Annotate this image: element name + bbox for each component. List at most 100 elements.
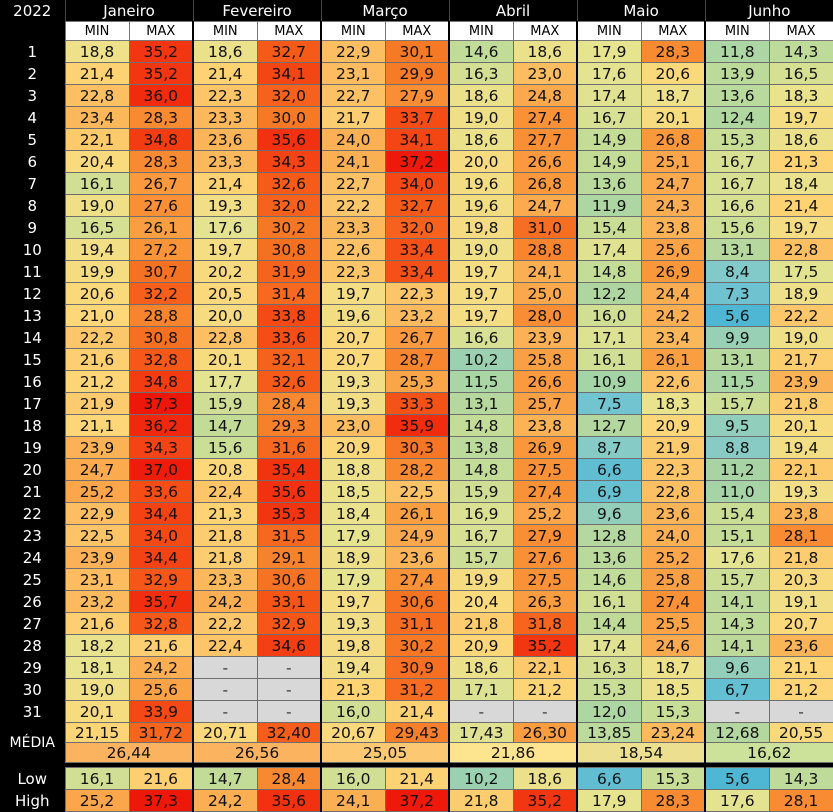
- max-temp-cell[interactable]: 26,8: [640, 128, 706, 151]
- max-temp-cell[interactable]: 23,9: [768, 370, 833, 393]
- min-temp-cell[interactable]: 17,7: [192, 370, 258, 393]
- max-temp-cell[interactable]: 34,4: [128, 546, 194, 569]
- min-temp-cell[interactable]: 14,8: [576, 260, 642, 283]
- min-temp-cell[interactable]: 18,9: [320, 546, 386, 569]
- min-temp-cell[interactable]: 23,3: [192, 568, 258, 591]
- min-temp-cell[interactable]: 19,8: [320, 634, 386, 657]
- min-temp-cell[interactable]: 16,0: [576, 304, 642, 327]
- max-temp-cell[interactable]: 27,4: [512, 106, 578, 129]
- max-temp-cell[interactable]: 18,9: [768, 282, 833, 305]
- min-temp-cell[interactable]: 24,7: [64, 458, 130, 481]
- min-temp-cell[interactable]: 21,6: [64, 612, 130, 635]
- max-temp-cell[interactable]: 26,6: [512, 370, 578, 393]
- max-temp-cell[interactable]: 32,6: [256, 172, 322, 195]
- max-temp-cell[interactable]: 26,3: [512, 590, 578, 613]
- min-temp-cell[interactable]: 24,0: [320, 128, 386, 151]
- max-temp-cell[interactable]: 24,1: [512, 260, 578, 283]
- min-temp-cell[interactable]: 14,1: [704, 634, 770, 657]
- min-temp-cell[interactable]: 11,2: [704, 458, 770, 481]
- min-temp-cell[interactable]: 22,4: [192, 634, 258, 657]
- max-temp-cell[interactable]: 34,8: [128, 370, 194, 393]
- min-temp-cell[interactable]: 15,3: [704, 128, 770, 151]
- max-temp-cell[interactable]: 34,1: [256, 62, 322, 85]
- max-temp-cell[interactable]: -: [512, 700, 578, 723]
- max-temp-cell[interactable]: 35,2: [128, 62, 194, 85]
- max-temp-cell[interactable]: 18,7: [640, 656, 706, 679]
- max-temp-cell[interactable]: 34,8: [128, 128, 194, 151]
- max-temp-cell[interactable]: 23,9: [512, 326, 578, 349]
- max-temp-cell[interactable]: 35,2: [128, 40, 194, 63]
- min-temp-cell[interactable]: 7,5: [576, 392, 642, 415]
- min-temp-cell[interactable]: 16,1: [576, 348, 642, 371]
- min-temp-cell[interactable]: 21,6: [64, 348, 130, 371]
- max-temp-cell[interactable]: 30,8: [128, 326, 194, 349]
- max-temp-cell[interactable]: 27,6: [128, 194, 194, 217]
- max-temp-cell[interactable]: 18,3: [768, 84, 833, 107]
- min-temp-cell[interactable]: 17,4: [576, 238, 642, 261]
- max-temp-cell[interactable]: 24,6: [640, 634, 706, 657]
- max-temp-cell[interactable]: 21,7: [768, 348, 833, 371]
- max-temp-cell[interactable]: 21,2: [768, 678, 833, 701]
- max-temp-cell[interactable]: 34,0: [128, 524, 194, 547]
- min-temp-cell[interactable]: 19,7: [448, 260, 514, 283]
- min-temp-cell[interactable]: 23,3: [192, 106, 258, 129]
- max-temp-cell[interactable]: 25,8: [512, 348, 578, 371]
- max-temp-cell[interactable]: 36,0: [128, 84, 194, 107]
- min-temp-cell[interactable]: 23,1: [64, 568, 130, 591]
- max-temp-cell[interactable]: 23,8: [640, 216, 706, 239]
- min-temp-cell[interactable]: 23,9: [64, 546, 130, 569]
- min-temp-cell[interactable]: 20,4: [448, 590, 514, 613]
- max-temp-cell[interactable]: 37,0: [128, 458, 194, 481]
- high-min-cell[interactable]: 25,2: [64, 789, 130, 812]
- min-temp-cell[interactable]: 13,9: [704, 62, 770, 85]
- low-max-cell[interactable]: 21,6: [128, 767, 194, 790]
- min-temp-cell[interactable]: 16,6: [704, 194, 770, 217]
- max-temp-cell[interactable]: 33,9: [128, 700, 194, 723]
- max-temp-cell[interactable]: 21,9: [640, 436, 706, 459]
- max-temp-cell[interactable]: 21,6: [128, 634, 194, 657]
- max-temp-cell[interactable]: 26,7: [128, 172, 194, 195]
- min-temp-cell[interactable]: 19,3: [320, 392, 386, 415]
- max-temp-cell[interactable]: 23,8: [768, 502, 833, 525]
- max-temp-cell[interactable]: 26,6: [512, 150, 578, 173]
- high-min-cell[interactable]: 24,1: [320, 789, 386, 812]
- max-temp-cell[interactable]: 26,1: [384, 502, 450, 525]
- max-temp-cell[interactable]: 19,7: [768, 106, 833, 129]
- min-temp-cell[interactable]: -: [192, 656, 258, 679]
- min-temp-cell[interactable]: 21,4: [192, 62, 258, 85]
- max-temp-cell[interactable]: 30,3: [384, 436, 450, 459]
- min-temp-cell[interactable]: 16,7: [448, 524, 514, 547]
- max-temp-cell[interactable]: 28,1: [768, 524, 833, 547]
- min-temp-cell[interactable]: 14,6: [448, 40, 514, 63]
- min-temp-cell[interactable]: 20,8: [192, 458, 258, 481]
- max-temp-cell[interactable]: 34,1: [384, 128, 450, 151]
- max-temp-cell[interactable]: 37,3: [128, 392, 194, 415]
- low-min-cell[interactable]: 14,7: [192, 767, 258, 790]
- min-temp-cell[interactable]: 7,3: [704, 282, 770, 305]
- high-max-cell[interactable]: 35,2: [512, 789, 578, 812]
- max-temp-cell[interactable]: 21,8: [768, 546, 833, 569]
- max-temp-cell[interactable]: 35,2: [512, 634, 578, 657]
- min-temp-cell[interactable]: 24,2: [192, 590, 258, 613]
- min-temp-cell[interactable]: 16,0: [320, 700, 386, 723]
- media-min-cell[interactable]: 20,67: [320, 722, 386, 743]
- max-temp-cell[interactable]: 18,7: [640, 84, 706, 107]
- max-temp-cell[interactable]: 35,3: [256, 502, 322, 525]
- min-temp-cell[interactable]: 15,9: [448, 480, 514, 503]
- max-temp-cell[interactable]: 27,5: [512, 568, 578, 591]
- max-temp-cell[interactable]: 32,0: [256, 194, 322, 217]
- max-temp-cell[interactable]: 22,1: [512, 656, 578, 679]
- min-temp-cell[interactable]: 15,9: [192, 392, 258, 415]
- max-temp-cell[interactable]: 23,6: [384, 546, 450, 569]
- max-temp-cell[interactable]: 31,1: [384, 612, 450, 635]
- max-temp-cell[interactable]: 27,5: [512, 458, 578, 481]
- max-temp-cell[interactable]: 25,8: [640, 568, 706, 591]
- max-temp-cell[interactable]: 28,8: [128, 304, 194, 327]
- min-temp-cell[interactable]: 19,0: [64, 678, 130, 701]
- min-temp-cell[interactable]: -: [448, 700, 514, 723]
- max-temp-cell[interactable]: -: [256, 656, 322, 679]
- low-min-cell[interactable]: 10,2: [448, 767, 514, 790]
- max-temp-cell[interactable]: 28,4: [256, 392, 322, 415]
- high-min-cell[interactable]: 17,6: [704, 789, 770, 812]
- min-temp-cell[interactable]: 15,7: [704, 568, 770, 591]
